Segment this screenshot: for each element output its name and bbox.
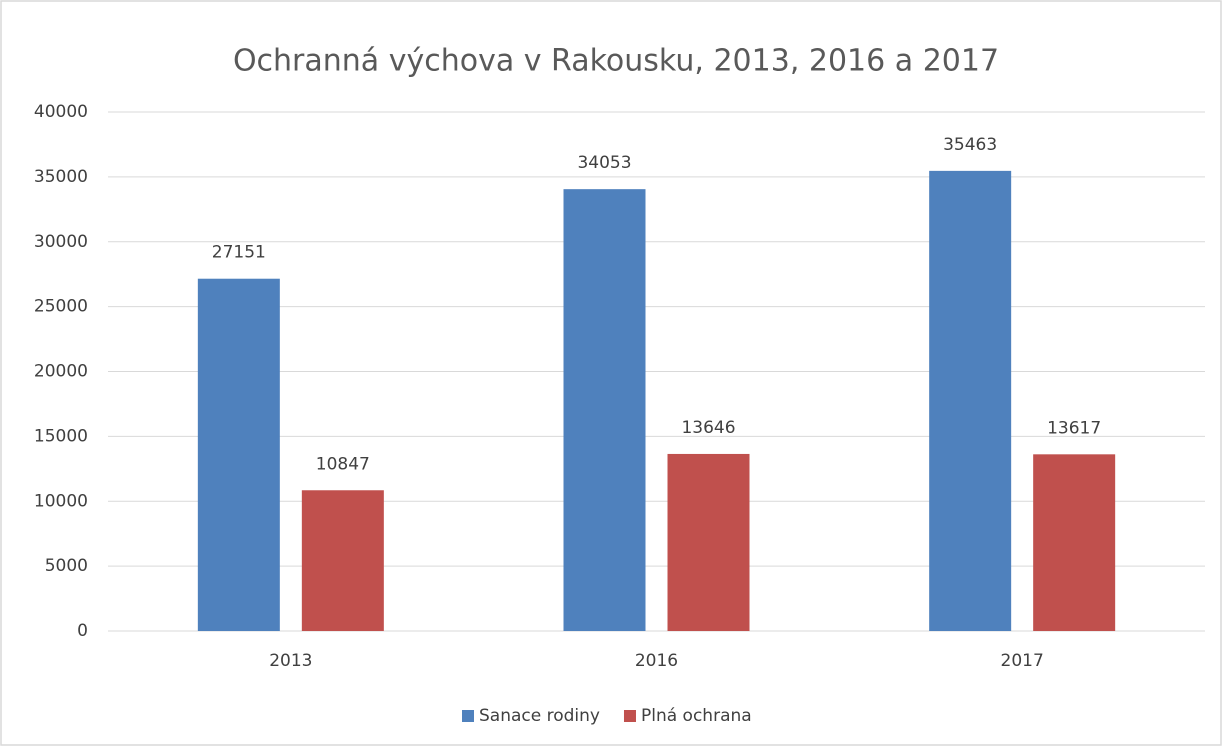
bar <box>1033 454 1116 631</box>
y-tick-label: 5000 <box>45 556 88 576</box>
y-tick-label: 10000 <box>34 491 88 511</box>
y-tick-label: 20000 <box>34 362 88 382</box>
x-tick-label: 2017 <box>1001 651 1044 671</box>
legend-swatch <box>462 710 474 722</box>
legend-label: Plná ochrana <box>641 706 752 726</box>
y-tick-label: 15000 <box>34 426 88 446</box>
bar <box>301 490 384 631</box>
data-label: 10847 <box>316 454 370 474</box>
x-tick-label: 2016 <box>635 651 678 671</box>
data-label: 34053 <box>577 153 631 173</box>
bar <box>563 189 646 631</box>
bar <box>929 170 1012 632</box>
bar <box>667 453 750 631</box>
data-label: 13646 <box>681 418 735 438</box>
y-tick-label: 40000 <box>34 102 88 122</box>
chart-title: Ochranná výchova v Rakousku, 2013, 2016 … <box>233 44 999 79</box>
x-tick-label: 2013 <box>269 651 312 671</box>
data-label: 35463 <box>943 135 997 155</box>
y-tick-label: 0 <box>77 621 88 641</box>
legend-swatch <box>623 710 636 722</box>
data-label: 13617 <box>1047 418 1101 438</box>
y-tick-label: 25000 <box>34 297 88 317</box>
data-label: 27151 <box>212 243 266 263</box>
y-tick-label: 30000 <box>34 232 88 252</box>
legend-label: Sanace rodiny <box>479 706 600 726</box>
y-tick-label: 35000 <box>34 167 88 187</box>
bar <box>197 278 280 631</box>
